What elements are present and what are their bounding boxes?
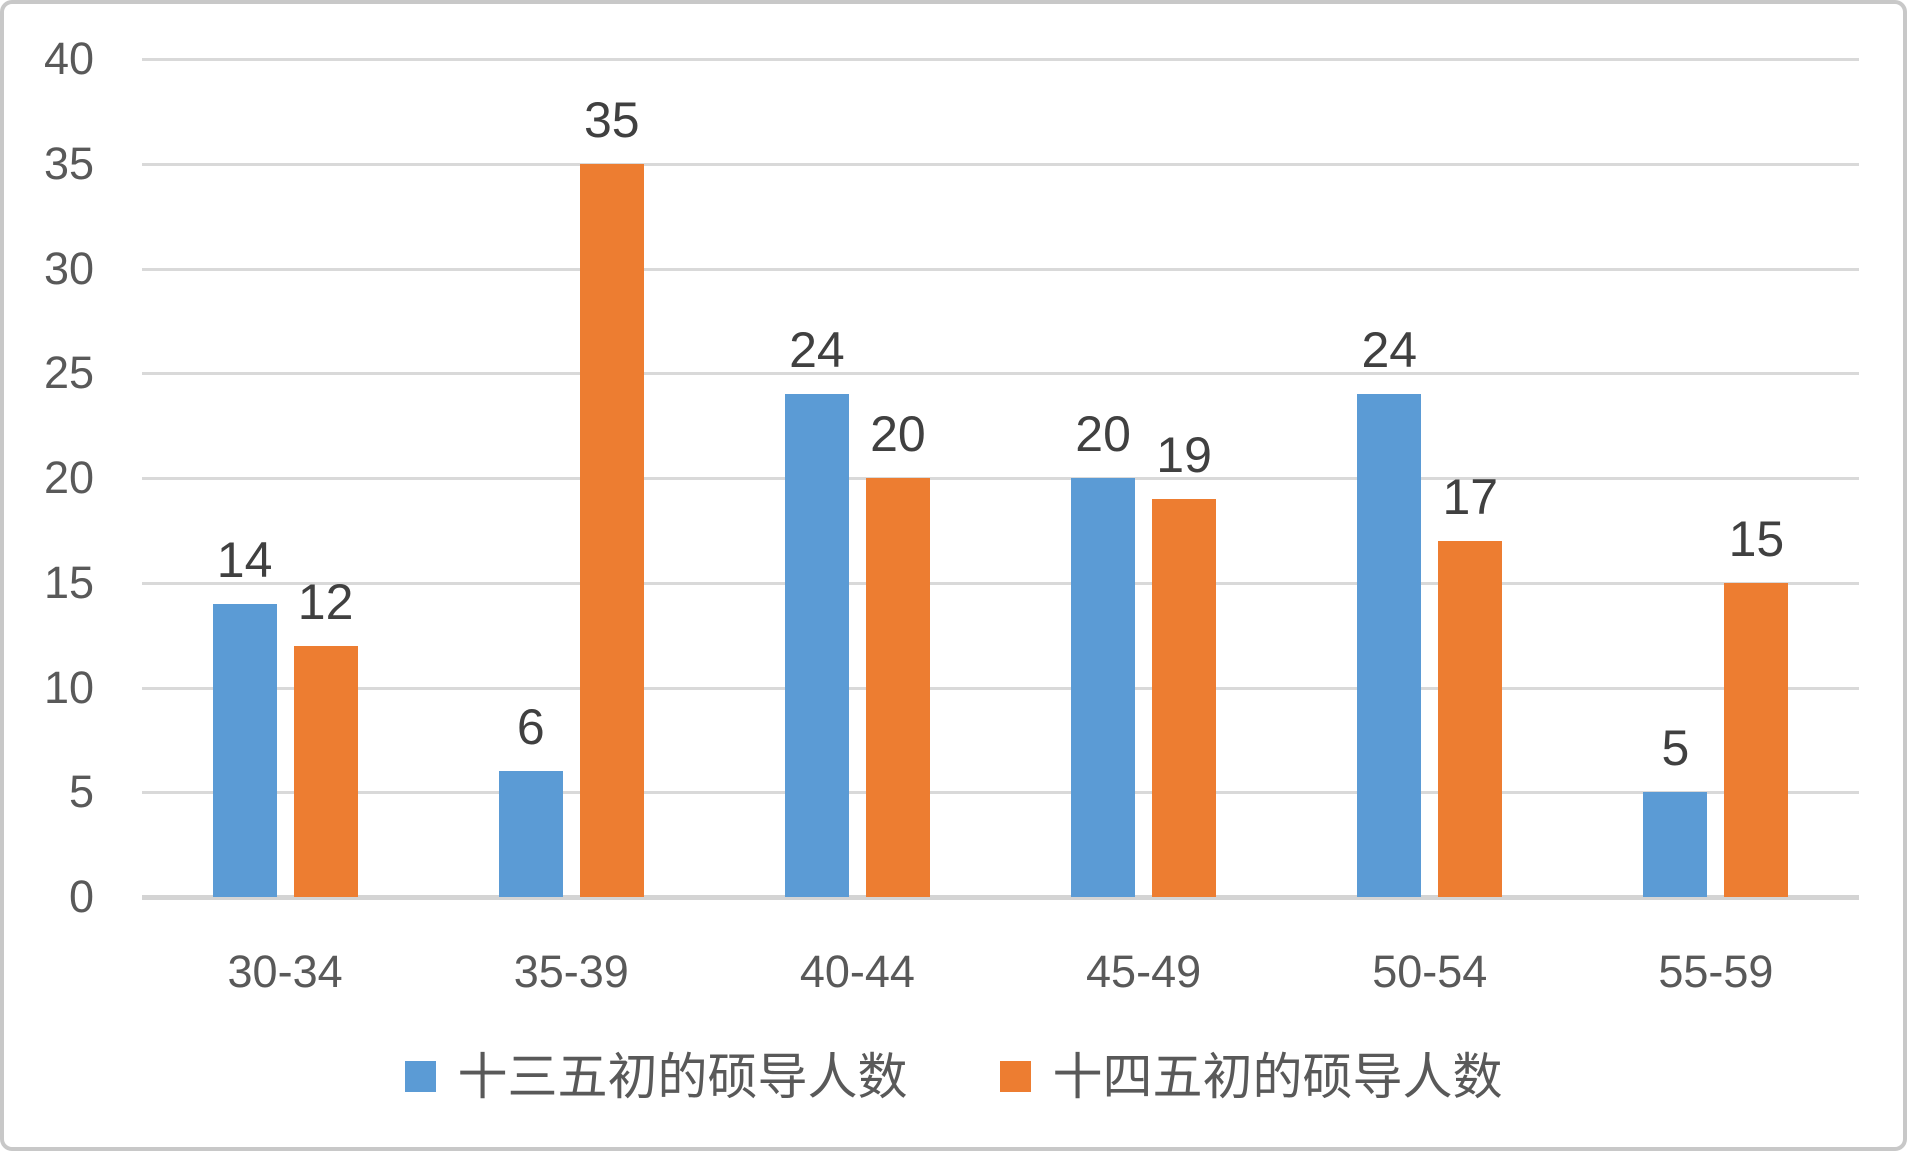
x-axis-label: 55-59 (1658, 946, 1774, 997)
plot-area: 0 5 10 15 20 25 30 35 40 30-34 14 12 35-39 6 35 40-44 24… (4, 4, 1903, 1147)
bar-series1-40-44 (784, 394, 849, 897)
y-axis-tick-label: 10 (43, 661, 94, 713)
y-axis-tick-label: 20 (43, 452, 94, 503)
y-axis-tick-label: 25 (43, 347, 94, 399)
legend-item-series1: 十三五初的硕导人数 (404, 1047, 908, 1107)
bar-value-label: 20 (870, 406, 926, 462)
legend: 十三五初的硕导人数 十四五初的硕导人数 (4, 1039, 1903, 1114)
bar-value-label: 15 (1728, 510, 1785, 567)
gridline (142, 162, 1859, 166)
bar-series2-30-34 (293, 645, 358, 897)
bar-series1-50-54 (1357, 394, 1422, 897)
x-axis-label: 40-44 (799, 946, 915, 997)
bar-series2-40-44 (865, 478, 930, 897)
bar-value-label: 5 (1661, 720, 1690, 777)
x-axis-label: 30-34 (227, 946, 343, 997)
gridline (142, 581, 1859, 585)
bar-value-label: 35 (583, 91, 640, 148)
x-axis-label: 50-54 (1372, 946, 1488, 997)
bar-value-label: 20 (1075, 406, 1131, 462)
gridline (142, 267, 1859, 271)
bar-series2-55-59 (1724, 582, 1789, 897)
x-axis-label: 35-39 (513, 946, 629, 997)
bar-value-label: 24 (789, 322, 845, 379)
bar-value-label: 14 (216, 531, 273, 588)
gridline (142, 477, 1859, 480)
y-axis-tick-label: 5 (68, 766, 94, 818)
bar-series1-35-39 (498, 771, 563, 897)
y-axis-tick-label: 15 (43, 556, 94, 608)
bar-series2-45-49 (1152, 498, 1217, 897)
legend-item-series2: 十四五初的硕导人数 (999, 1047, 1503, 1107)
bar-series1-55-59 (1643, 792, 1708, 897)
bar-value-label: 19 (1156, 426, 1212, 483)
bar-series1-45-49 (1071, 478, 1136, 897)
y-axis-tick-label: 30 (43, 242, 94, 294)
gridline (142, 372, 1859, 376)
bar-series1-30-34 (212, 603, 277, 897)
gridline (142, 58, 1859, 61)
x-axis-label: 45-49 (1086, 946, 1202, 997)
y-axis-tick-label: 35 (43, 137, 94, 189)
legend-label-series2: 十四五初的硕导人数 (1052, 1048, 1503, 1105)
bar-series2-35-39 (579, 163, 644, 897)
legend-label-series1: 十三五初的硕导人数 (457, 1048, 908, 1105)
x-axis-line (142, 895, 1859, 900)
y-axis-tick-label: 0 (68, 871, 94, 922)
bar-series2-50-54 (1438, 540, 1503, 897)
gridline (142, 791, 1859, 795)
bar-value-label: 17 (1442, 468, 1499, 525)
gridline (142, 686, 1859, 690)
legend-marker-series1 (404, 1061, 436, 1092)
legend-marker-series2 (999, 1061, 1031, 1092)
y-axis-tick-label: 40 (43, 33, 94, 84)
bar-value-label: 6 (516, 699, 545, 756)
bar-value-label: 12 (297, 573, 354, 630)
bar-value-label: 24 (1361, 322, 1418, 379)
